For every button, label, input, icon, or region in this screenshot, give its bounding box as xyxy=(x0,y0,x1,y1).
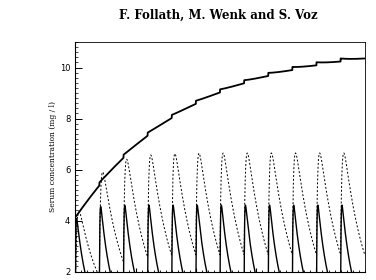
Text: F. Follath, M. Wenk and S. Voz: F. Follath, M. Wenk and S. Voz xyxy=(119,8,317,21)
Y-axis label: Serum concentration (mg / l): Serum concentration (mg / l) xyxy=(49,101,57,212)
